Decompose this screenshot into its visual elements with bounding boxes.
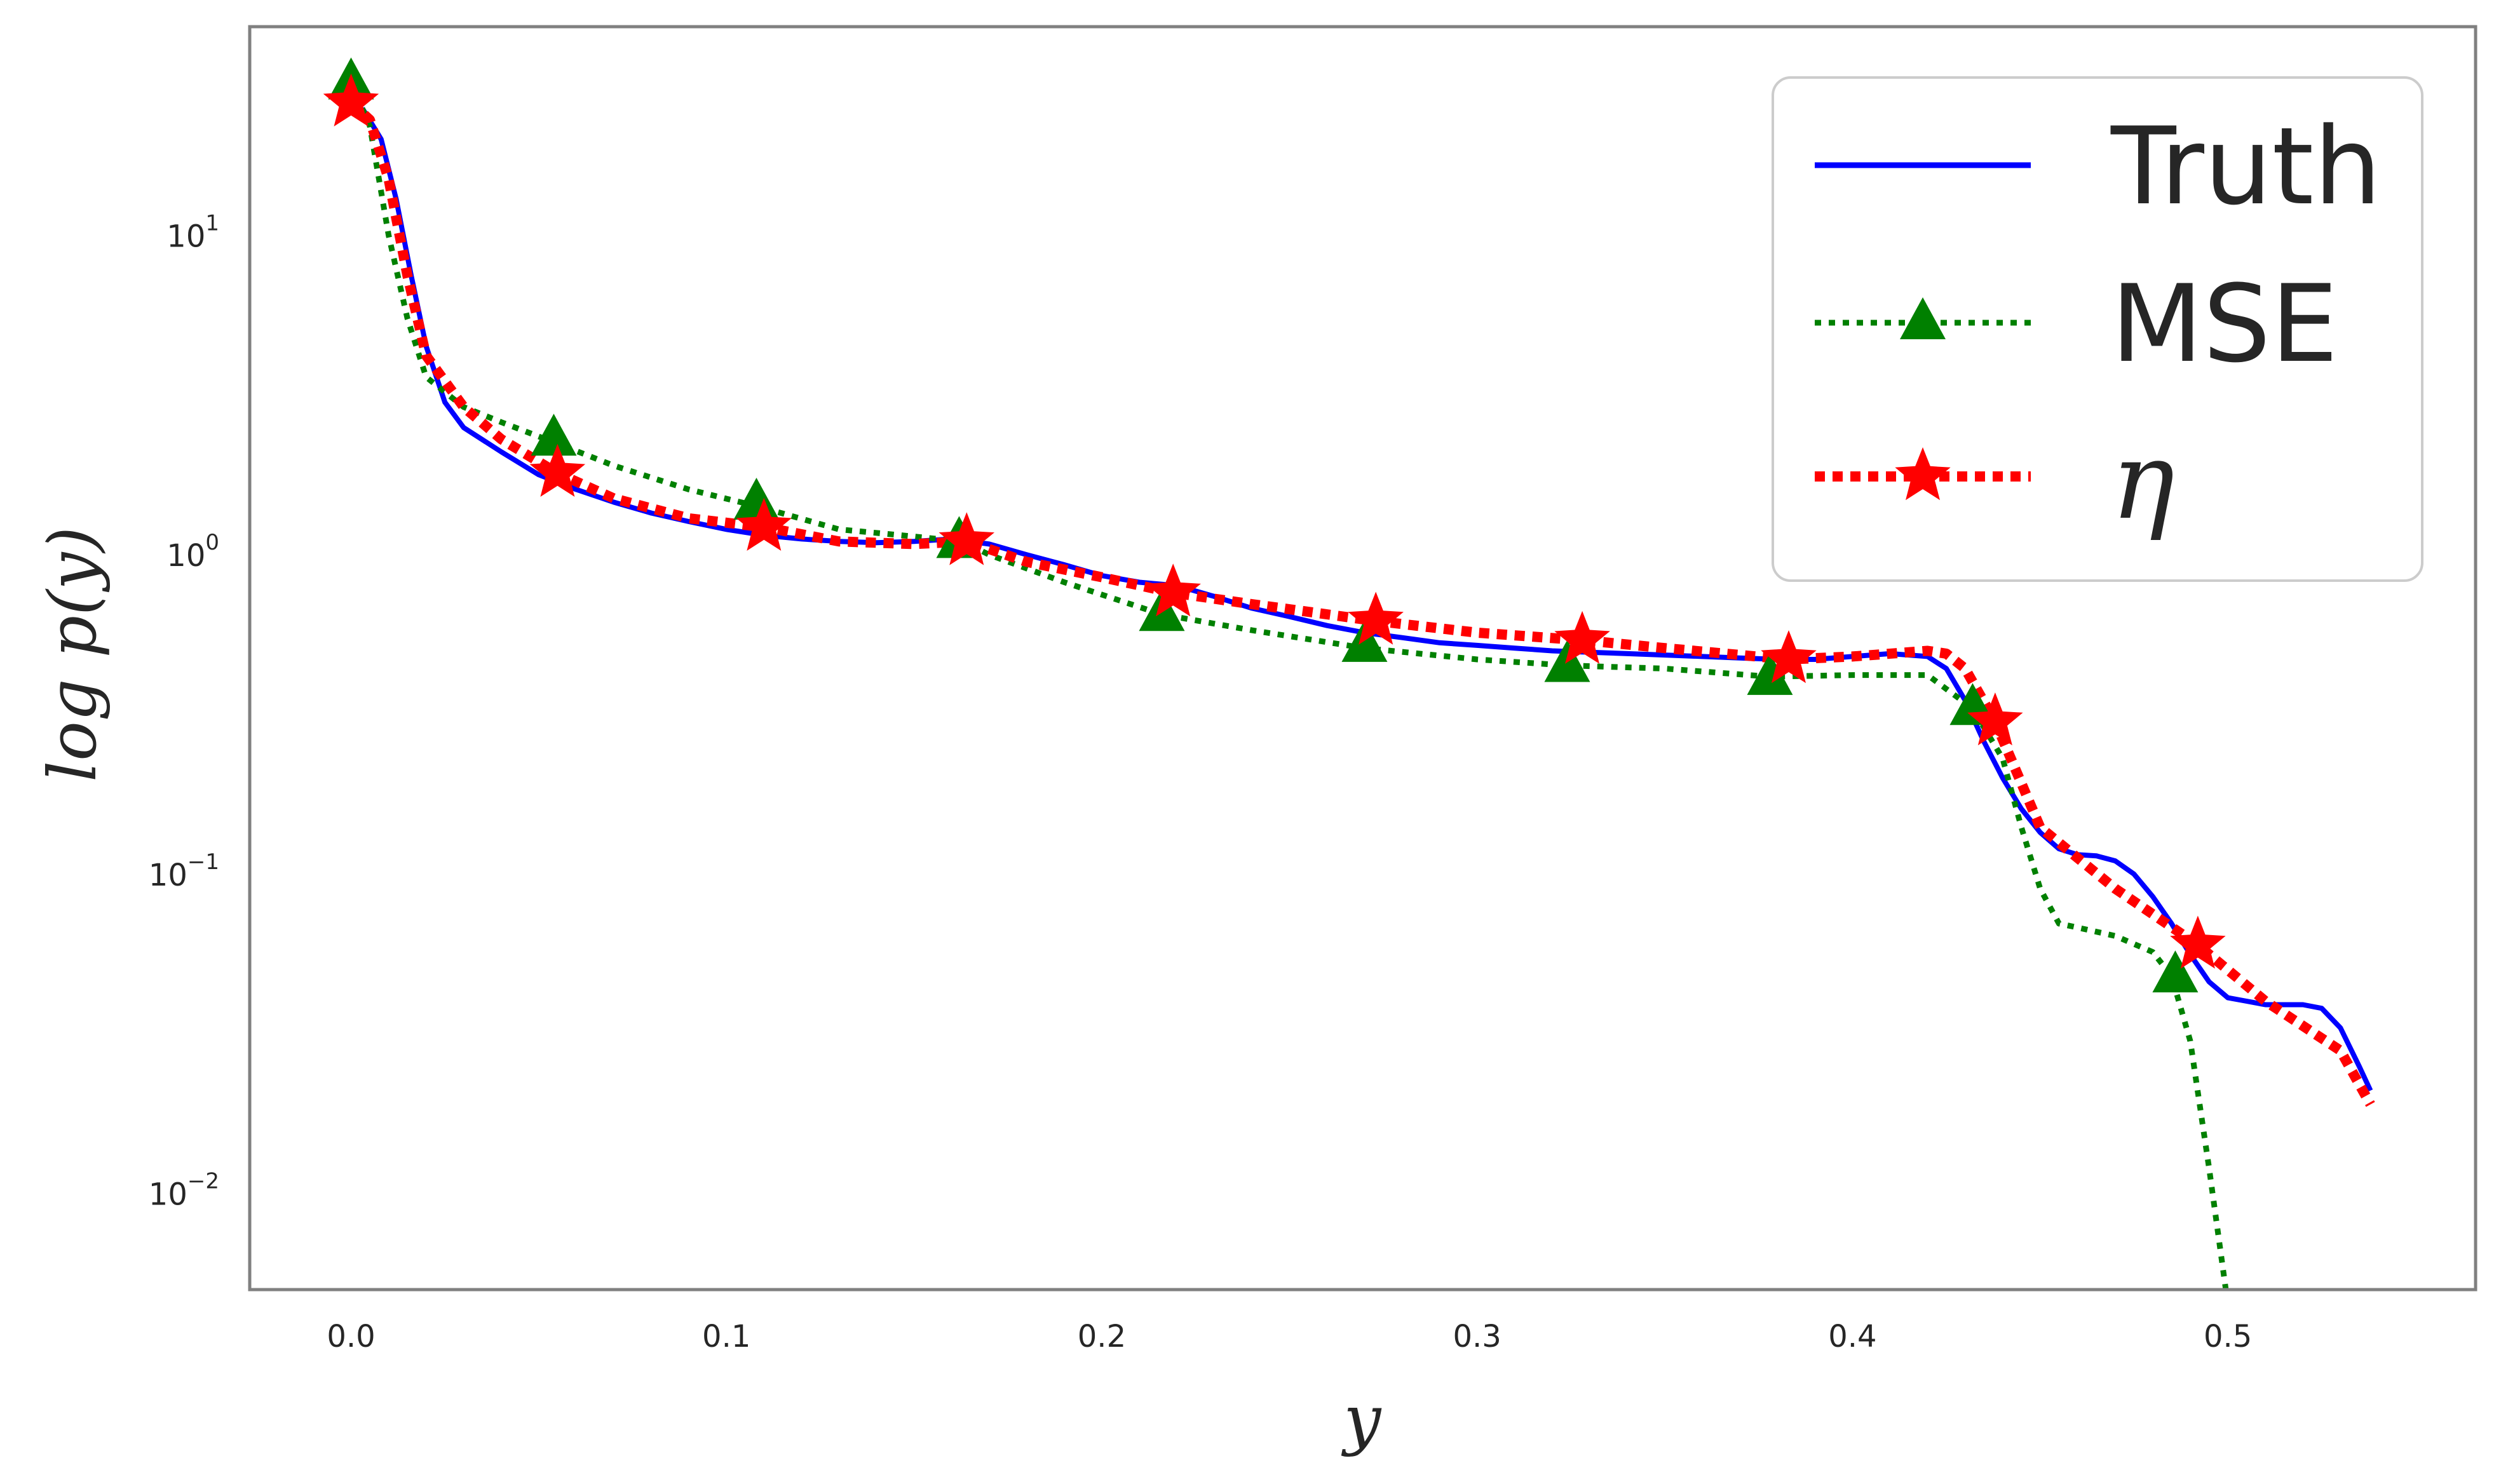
y-axis-label: log p(y) (34, 527, 111, 782)
eta-marker (1761, 630, 1817, 684)
eta-marker (1967, 692, 2023, 746)
legend-marker-mse (1900, 297, 1946, 339)
plot-frame (248, 25, 2477, 1292)
y-tick-label: 10−2 (149, 1169, 219, 1213)
legend: Truth MSE η (1772, 76, 2423, 582)
y-tick-base: 10 (149, 1177, 187, 1213)
series-line-truth (360, 107, 2373, 1092)
y-tick-base: 10 (149, 858, 187, 893)
y-tick-exponent: −1 (187, 849, 219, 875)
x-tick-label: 0.1 (702, 1319, 750, 1354)
eta-marker (939, 512, 994, 565)
eta-marker (1348, 591, 1404, 645)
legend-label-mse: MSE (2111, 262, 2338, 386)
eta-marker (736, 497, 792, 551)
x-tick-label: 0.3 (1453, 1319, 1501, 1354)
y-tick-base: 10 (166, 219, 205, 254)
mse-marker (2152, 950, 2199, 993)
legend-box (1772, 76, 2423, 582)
mse-marker (1341, 619, 1388, 662)
legend-marker-eta (1895, 447, 1951, 501)
mse-marker (531, 414, 577, 456)
y-tick-label: 100 (166, 530, 219, 574)
eta-marker (1145, 563, 1201, 617)
x-tick-label: 0.2 (1078, 1319, 1126, 1354)
eta-marker (1554, 610, 1610, 664)
y-tick-exponent: 0 (205, 530, 219, 555)
x-tick-label: 0.5 (2204, 1319, 2252, 1354)
y-tick-exponent: 1 (205, 210, 219, 236)
eta-marker (529, 443, 586, 497)
y-tick-exponent: −2 (187, 1169, 219, 1194)
y-tick-label: 101 (166, 210, 219, 254)
legend-label-truth: Truth (2110, 104, 2382, 229)
y-tick-base: 10 (166, 538, 205, 574)
marker-layer (323, 57, 2226, 993)
y-tick-label: 10−1 (149, 849, 219, 893)
eta-marker (323, 73, 379, 126)
legend-label-eta: η (2111, 419, 2175, 543)
x-tick-label: 0.4 (1828, 1319, 1876, 1354)
x-tick-label: 0.0 (327, 1319, 375, 1354)
series-line-eta (348, 98, 2375, 1107)
x-axis-label: y (1341, 1380, 1382, 1458)
mse-marker (1747, 652, 1793, 695)
x-axis-ticks: 0.0 0.1 0.2 0.3 0.4 0.5 (327, 1319, 2252, 1354)
eta-marker (2170, 915, 2226, 969)
